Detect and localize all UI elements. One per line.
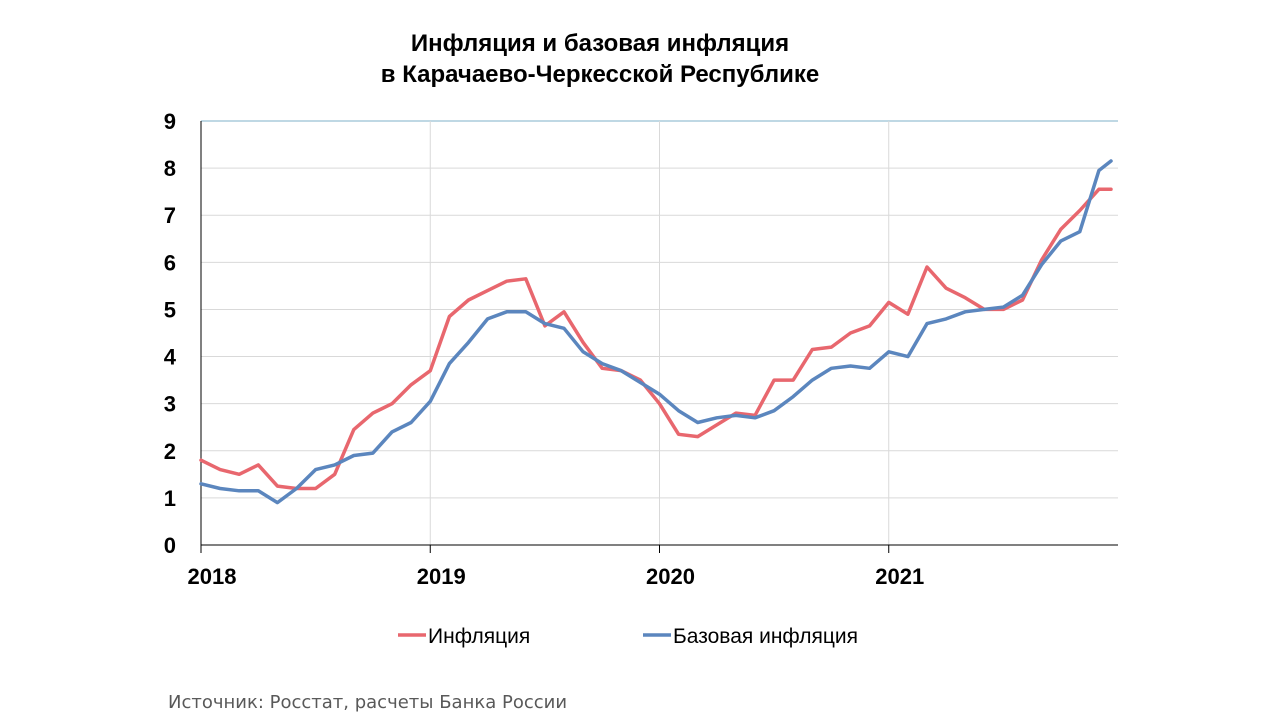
series-line-inflation — [199, 187, 1113, 491]
source-note: Источник: Росстат, расчеты Банка России — [168, 692, 568, 713]
y-tick-label: 1 — [164, 486, 176, 511]
y-tick-label: 5 — [164, 297, 176, 322]
chart-title-line1: Инфляция и базовая инфляция — [410, 30, 790, 57]
series-line-core-inflation — [199, 159, 1113, 505]
x-tick-label: 2018 — [188, 564, 237, 589]
y-tick-label: 7 — [164, 203, 176, 228]
y-tick-label: 3 — [164, 392, 176, 417]
grid-lines — [201, 120, 1118, 545]
x-axis-ticks: 2018 2019 2020 2021 — [188, 545, 924, 589]
y-tick-label: 8 — [164, 156, 176, 181]
y-axis-ticks: 0 1 2 3 4 5 6 7 8 9 — [164, 109, 177, 558]
series-lines — [199, 159, 1113, 505]
y-tick-label: 6 — [164, 250, 176, 275]
x-tick-label: 2021 — [875, 564, 924, 589]
legend-label: Инфляция — [428, 625, 530, 648]
x-tick-label: 2019 — [417, 564, 466, 589]
x-tick-label: 2020 — [646, 564, 695, 589]
y-tick-label: 4 — [164, 345, 177, 370]
y-tick-label: 0 — [164, 533, 176, 558]
y-tick-label: 9 — [164, 109, 176, 134]
legend: Инфляция Базовая инфляция — [398, 625, 858, 648]
legend-label: Базовая инфляция — [673, 625, 858, 648]
chart-title-line2: в Карачаево-Черкесской Республике — [380, 61, 820, 88]
y-tick-label: 2 — [164, 439, 176, 464]
